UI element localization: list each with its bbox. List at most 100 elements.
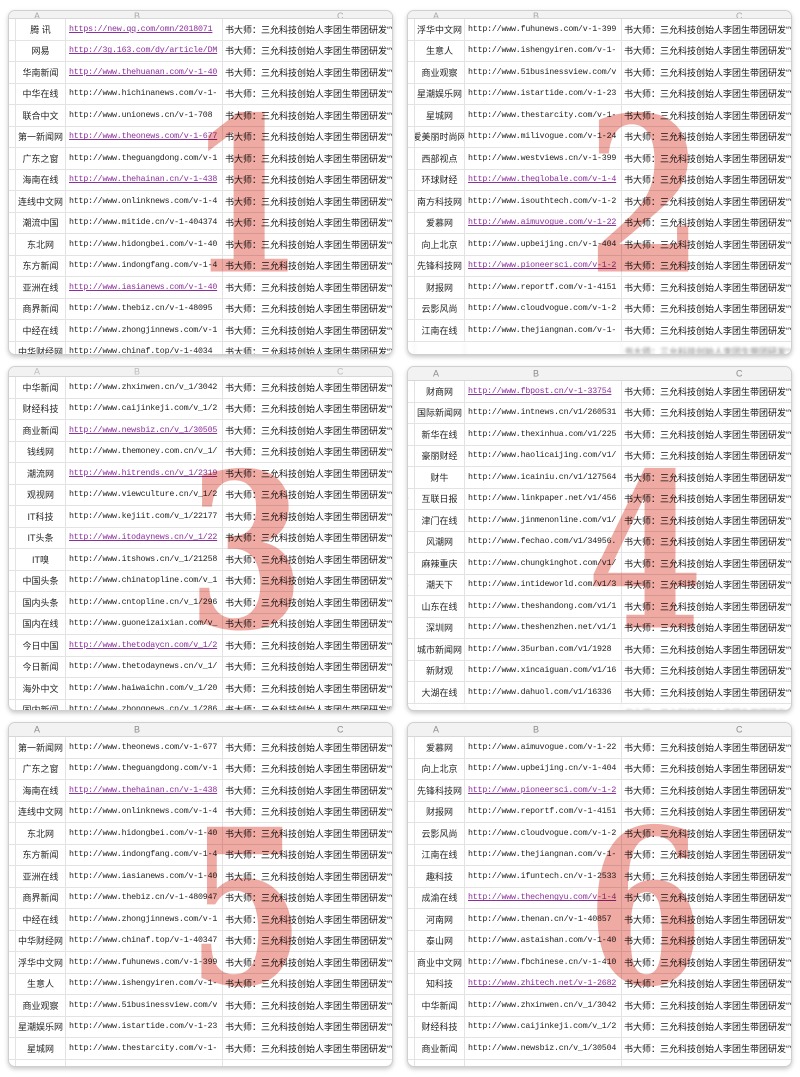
table-row: 3麻辣重庆http://www.chungkinghot.com/v1/书大师：…	[408, 553, 791, 575]
description-cell: 书大师：三允科技创始人李团生带团研发“YERP产供销协作平	[223, 956, 392, 969]
site-name-cell: 网易	[16, 41, 66, 62]
row-number-gutter	[9, 528, 16, 549]
url-link-cell[interactable]: http://www.theonews.com/v-1-677	[66, 127, 223, 148]
url-link-cell[interactable]: http://www.fbpost.cn/v-1-33754	[465, 381, 622, 402]
row-number-gutter	[408, 299, 415, 320]
row-number-gutter	[9, 995, 16, 1016]
url-cell: http://www.kejiit.com/v_1/22177	[66, 506, 223, 527]
column-header-a: A	[433, 725, 439, 734]
row-number-gutter: 4	[408, 575, 415, 596]
site-name-cell	[415, 704, 465, 712]
url-cell: http://www.intnews.cn/v1/260531	[465, 403, 622, 424]
url-link-cell[interactable]: http://www.newsbiz.cn/v_1/30505	[66, 420, 223, 441]
description-cell: 书大师：三允科技创始人李团生带团研发“YERP产供销协作平	[622, 195, 791, 208]
description-cell: 书大师：三允科技创始人李团生带团研发“YERP产供销协作平	[622, 428, 791, 441]
url-link-cell[interactable]: http://www.zhitech.net/v-1-2682	[465, 974, 622, 995]
url-cell: http://www.chungkinghot.com/v1/	[465, 553, 622, 574]
url-link-cell[interactable]: http://www.pioneersci.com/v-1-2	[465, 780, 622, 801]
row-number-gutter	[9, 845, 16, 866]
row-number-gutter	[408, 234, 415, 255]
url-link-cell[interactable]: http://3g.163.com/dy/article/DM	[66, 41, 223, 62]
site-name-cell: 大湖在线	[415, 682, 465, 703]
description-cell: 书大师：三允科技创始人李团生带团研发“YERP产供销协作平	[223, 381, 392, 394]
url-cell	[465, 1060, 622, 1068]
description-cell: 书大师：三允科技创始人李团生带团研发“YERP产供销协作平	[223, 424, 392, 437]
site-name-cell: 商业新闻	[415, 1038, 465, 1059]
url-cell: http://www.thebiz.cn/v-1-480947	[66, 888, 223, 909]
url-link-cell[interactable]: http://www.aimuvogue.com/v-1-22	[465, 213, 622, 234]
url-link-cell[interactable]: http://www.itodaynews.cn/v_1/22	[66, 528, 223, 549]
site-name-cell: 向上北京	[415, 234, 465, 255]
url-cell: http://www.51businessview.com/v	[465, 62, 622, 83]
site-name-cell: 中华在线	[16, 84, 66, 105]
description-cell: 书大师：三允科技创始人李团生带团研发“YERP产供销协作平	[223, 574, 392, 587]
table-row: 书大师：三允科技创始人李团生带团研发“YERP产供销协作平	[408, 342, 791, 356]
site-name-cell: 亚洲在线	[16, 277, 66, 298]
description-cell: 书大师：三允科技创始人李团生带团研发“YERP产供销协作平	[622, 977, 791, 990]
description-cell: 书大师：三允科技创始人李团生带团研发“YERP产供销协作平	[622, 281, 791, 294]
description-cell: 书大师：三允科技创始人李团生带团研发“YERP产供销协作平	[622, 173, 791, 186]
description-cell: 书大师：三允科技创始人李团生带团研发“YERP产供销协作平	[622, 471, 791, 484]
url-link-cell[interactable]: http://www.thehuanan.com/v-1-40	[66, 62, 223, 83]
row-number-gutter	[408, 1017, 415, 1038]
url-link-cell[interactable]: http://www.hitrends.cn/v_1/2319	[66, 463, 223, 484]
url-link-cell[interactable]: http://www.pioneersci.com/v-1-2	[465, 256, 622, 277]
site-name-cell: 新华在线	[415, 424, 465, 445]
row-number-gutter: 5	[408, 596, 415, 617]
row-number-gutter	[9, 127, 16, 148]
table-row: 0互联日报http://www.linkpaper.net/v1/456书大师：…	[408, 489, 791, 511]
row-number-gutter	[9, 442, 16, 463]
description-cell: 书大师：三允科技创始人李团生带团研发“YERP产供销协作平	[622, 784, 791, 797]
row-number-gutter	[9, 802, 16, 823]
url-link-cell[interactable]: http://www.theglobale.com/v-1-4	[465, 170, 622, 191]
row-number-gutter: 2	[408, 532, 415, 553]
column-header-c: C	[736, 369, 743, 378]
table-row	[9, 1060, 392, 1068]
url-link-cell[interactable]: http://www.thechengyu.com/v-1-4	[465, 888, 622, 909]
row-number-gutter	[408, 866, 415, 887]
site-name-cell: IT嗅	[16, 549, 66, 570]
url-cell: http://www.ifuntech.cn/v-1-2533	[465, 866, 622, 887]
url-link-cell[interactable]: http://www.thehainan.cn/v-1-438	[66, 170, 223, 191]
url-cell: http://www.fechao.com/v1/34956.	[465, 532, 622, 553]
description-cell: 书大师：三允科技创始人李团生带团研发“YERP产供销协作平	[223, 109, 392, 122]
row-number-gutter	[408, 191, 415, 212]
row-number-gutter	[408, 170, 415, 191]
url-link-cell[interactable]: http://www.thetodaycn.com/v_1/2	[66, 635, 223, 656]
url-cell: http://www.themoney.com.cn/v_1/	[66, 442, 223, 463]
site-name-cell: 知科技	[415, 974, 465, 995]
site-name-cell: 潮天下	[415, 575, 465, 596]
site-name-cell: 国际新闻网	[415, 403, 465, 424]
site-name-cell: 星潮娱乐网	[16, 1017, 66, 1038]
description-cell: 书大师：三允科技创始人李团生带团研发“YERP产供销协作平	[223, 66, 392, 79]
url-link-cell[interactable]: https://new.qq.com/omn/2018071	[66, 19, 223, 40]
description-cell: 书大师：三允科技创始人李团生带团研发“YERP产供销协作平	[622, 600, 791, 613]
url-link-cell[interactable]: http://www.thehainan.cn/v-1-438	[66, 780, 223, 801]
row-number-gutter	[9, 234, 16, 255]
url-cell: http://www.onlinknews.com/v-1-4	[66, 802, 223, 823]
row-number-gutter	[9, 19, 16, 40]
site-name-cell	[415, 342, 465, 356]
url-link-cell[interactable]: http://www.iasianews.com/v-1-40	[66, 277, 223, 298]
